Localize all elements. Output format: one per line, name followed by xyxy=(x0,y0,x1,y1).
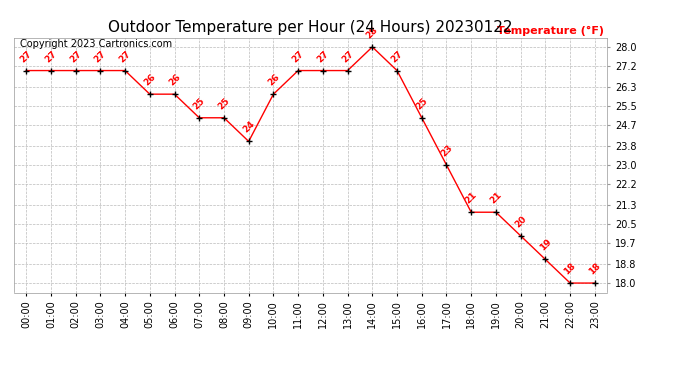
Text: 23: 23 xyxy=(439,143,454,158)
Text: 27: 27 xyxy=(290,49,306,64)
Text: 26: 26 xyxy=(142,72,157,87)
Text: 27: 27 xyxy=(315,49,331,64)
Text: 26: 26 xyxy=(266,72,281,87)
Text: 21: 21 xyxy=(489,190,504,206)
Text: Temperature (°F): Temperature (°F) xyxy=(497,26,604,36)
Text: 24: 24 xyxy=(241,120,256,135)
Text: 27: 27 xyxy=(92,49,108,64)
Text: 20: 20 xyxy=(513,214,529,229)
Text: 25: 25 xyxy=(192,96,207,111)
Text: 18: 18 xyxy=(562,261,578,276)
Text: 27: 27 xyxy=(68,49,83,64)
Text: 27: 27 xyxy=(117,49,132,64)
Text: 27: 27 xyxy=(19,49,34,64)
Text: 26: 26 xyxy=(167,72,182,87)
Text: 25: 25 xyxy=(217,96,232,111)
Text: Copyright 2023 Cartronics.com: Copyright 2023 Cartronics.com xyxy=(20,39,172,49)
Text: 27: 27 xyxy=(389,49,404,64)
Text: 18: 18 xyxy=(587,261,602,276)
Text: 25: 25 xyxy=(414,96,429,111)
Title: Outdoor Temperature per Hour (24 Hours) 20230122: Outdoor Temperature per Hour (24 Hours) … xyxy=(108,20,513,35)
Text: 19: 19 xyxy=(538,237,553,253)
Text: 27: 27 xyxy=(43,49,59,64)
Text: 21: 21 xyxy=(464,190,479,206)
Text: 27: 27 xyxy=(340,49,355,64)
Text: 28: 28 xyxy=(365,25,380,40)
